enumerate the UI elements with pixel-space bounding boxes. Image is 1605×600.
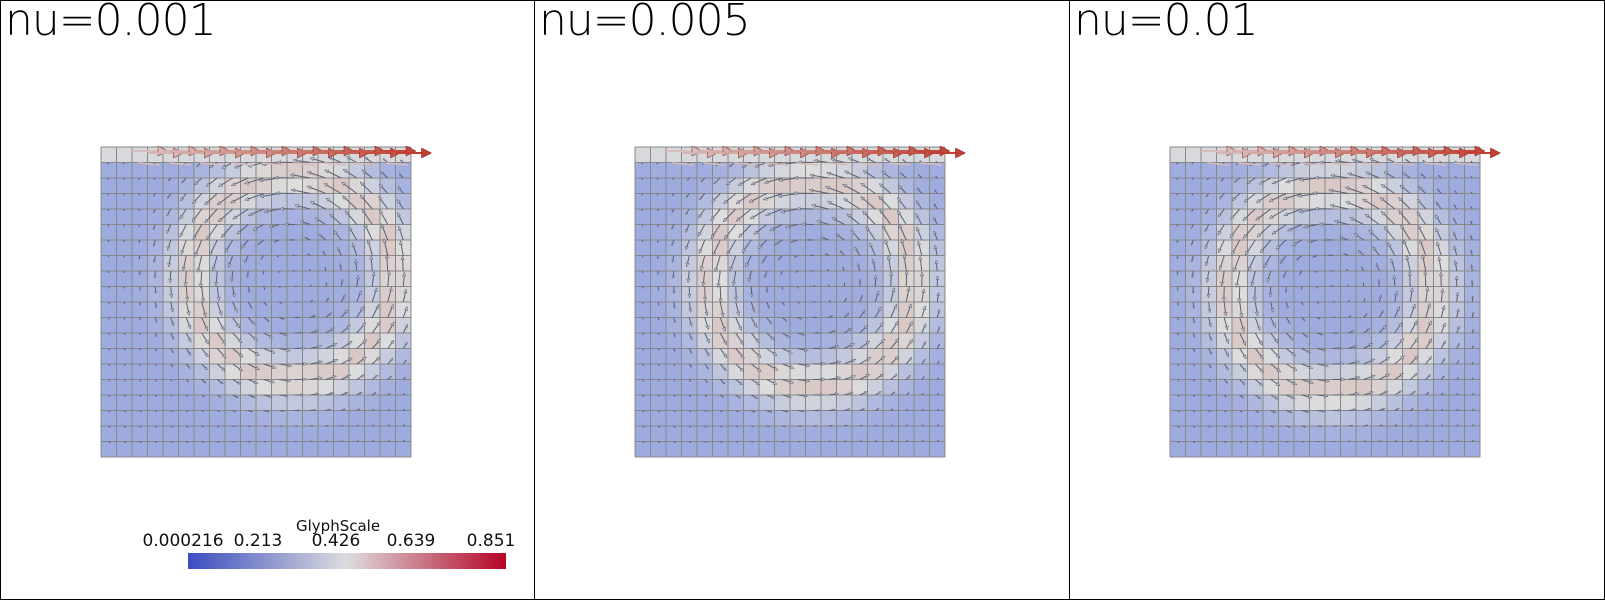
colorbar-tick: 0.000216	[142, 531, 224, 551]
lid-velocity-arrows	[1201, 145, 1502, 166]
cavity-velocity-plot	[634, 145, 967, 458]
lid-velocity-arrows	[132, 145, 433, 166]
colorbar-title: GlyphScale	[296, 517, 381, 535]
mesh-grid	[100, 146, 412, 458]
velocity-field	[1170, 147, 1481, 458]
colorbar-tick: 0.639	[386, 531, 436, 551]
colorbar-tick: 0.426	[311, 531, 361, 551]
colorbar-tick: 0.213	[233, 531, 283, 551]
mesh-grid	[634, 146, 946, 458]
view-title: nu=0.001	[5, 0, 217, 46]
velocity-glyphs	[1176, 158, 1475, 444]
colorbar-legend[interactable]: GlyphScale 0.000216 0.213 0.426 0.639 0.…	[141, 513, 521, 573]
render-view-nu-0001[interactable]: nu=0.001 GlyphScale 0.000216 0.213 0.426…	[0, 0, 535, 600]
velocity-glyphs	[107, 156, 409, 444]
render-view-nu-001[interactable]: nu=0.01	[1069, 0, 1605, 600]
lid-velocity-arrows	[666, 145, 967, 166]
render-view-nu-0005[interactable]: nu=0.005	[534, 0, 1070, 600]
cavity-velocity-plot	[100, 145, 433, 458]
velocity-field	[635, 147, 946, 458]
view-title: nu=0.01	[1074, 0, 1259, 46]
mesh-grid	[1169, 146, 1481, 458]
view-title: nu=0.005	[539, 0, 751, 46]
velocity-glyphs	[641, 157, 941, 444]
colorbar-gradient	[188, 553, 506, 569]
colorbar-tick: 0.851	[466, 531, 516, 551]
cavity-velocity-plot	[1169, 145, 1502, 458]
